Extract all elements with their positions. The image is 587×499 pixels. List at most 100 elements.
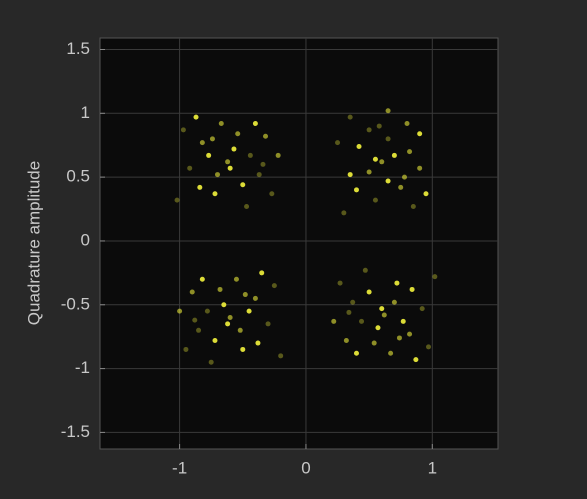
point xyxy=(394,280,400,286)
point xyxy=(381,312,387,318)
point xyxy=(356,143,362,149)
point xyxy=(341,210,347,216)
point xyxy=(335,140,341,146)
y-axis-label: Quadrature amplitude xyxy=(24,161,43,325)
point xyxy=(379,306,385,312)
point xyxy=(225,159,231,165)
point xyxy=(199,140,205,146)
y-tick-label: 1 xyxy=(81,103,90,122)
point xyxy=(347,172,353,178)
point xyxy=(227,165,233,171)
point xyxy=(260,161,266,167)
point xyxy=(256,172,262,178)
point xyxy=(359,318,365,324)
point xyxy=(343,338,349,344)
point xyxy=(366,289,372,295)
point xyxy=(242,292,248,298)
point xyxy=(206,152,212,158)
point xyxy=(240,182,246,188)
point xyxy=(432,274,438,280)
point xyxy=(402,174,408,180)
point xyxy=(263,133,269,139)
point xyxy=(407,331,413,337)
point xyxy=(426,344,432,350)
y-tick-label: 0 xyxy=(81,230,90,249)
point xyxy=(199,276,205,282)
y-tick-label: 1.5 xyxy=(66,39,90,58)
point xyxy=(196,327,202,333)
point xyxy=(271,283,277,289)
y-tick-label: -0.5 xyxy=(61,294,90,313)
point xyxy=(252,121,258,127)
x-tick-label: -1 xyxy=(172,458,187,477)
point xyxy=(331,318,337,324)
point xyxy=(410,203,416,209)
point xyxy=(180,127,186,133)
point xyxy=(269,191,275,197)
point xyxy=(204,308,210,314)
point xyxy=(398,184,404,190)
point xyxy=(231,146,237,152)
point xyxy=(375,325,381,331)
point xyxy=(192,317,198,323)
point xyxy=(189,289,195,295)
point xyxy=(255,340,261,346)
point xyxy=(259,270,265,276)
point xyxy=(385,136,391,142)
point xyxy=(385,178,391,184)
point xyxy=(244,203,250,209)
x-tick-label: 0 xyxy=(301,458,310,477)
y-tick-label: -1.5 xyxy=(61,422,90,441)
point xyxy=(208,359,214,365)
point xyxy=(252,295,258,301)
point xyxy=(347,114,353,120)
point xyxy=(423,191,429,197)
point xyxy=(419,306,425,312)
point xyxy=(174,197,180,203)
point xyxy=(247,152,253,158)
point xyxy=(183,346,189,352)
point xyxy=(278,353,284,359)
point xyxy=(396,335,402,341)
point xyxy=(215,172,221,178)
point xyxy=(212,338,218,344)
point xyxy=(235,131,241,137)
point xyxy=(217,286,223,292)
point xyxy=(391,152,397,158)
y-tick-label: -1 xyxy=(75,358,90,377)
point xyxy=(212,191,218,197)
point xyxy=(237,327,243,333)
point xyxy=(362,267,368,273)
point xyxy=(366,127,372,133)
point xyxy=(404,121,410,127)
point xyxy=(350,299,356,305)
point xyxy=(225,321,231,327)
point xyxy=(385,108,391,114)
plot-area xyxy=(99,37,499,450)
y-tick-label: 0.5 xyxy=(66,167,90,186)
point xyxy=(417,165,423,171)
point xyxy=(353,350,359,356)
point xyxy=(353,187,359,193)
point xyxy=(346,309,352,315)
point xyxy=(197,184,203,190)
x-tick-label: 1 xyxy=(428,458,437,477)
point xyxy=(388,350,394,356)
point xyxy=(372,156,378,162)
point xyxy=(265,321,271,327)
point xyxy=(337,280,343,286)
point xyxy=(246,308,252,314)
point xyxy=(371,340,377,346)
point xyxy=(227,315,233,321)
point xyxy=(417,131,423,137)
point xyxy=(413,357,419,363)
point xyxy=(218,121,224,127)
point xyxy=(193,114,199,120)
point xyxy=(400,318,406,324)
point xyxy=(177,308,183,314)
point xyxy=(409,286,415,292)
point xyxy=(233,276,239,282)
point xyxy=(240,346,246,352)
